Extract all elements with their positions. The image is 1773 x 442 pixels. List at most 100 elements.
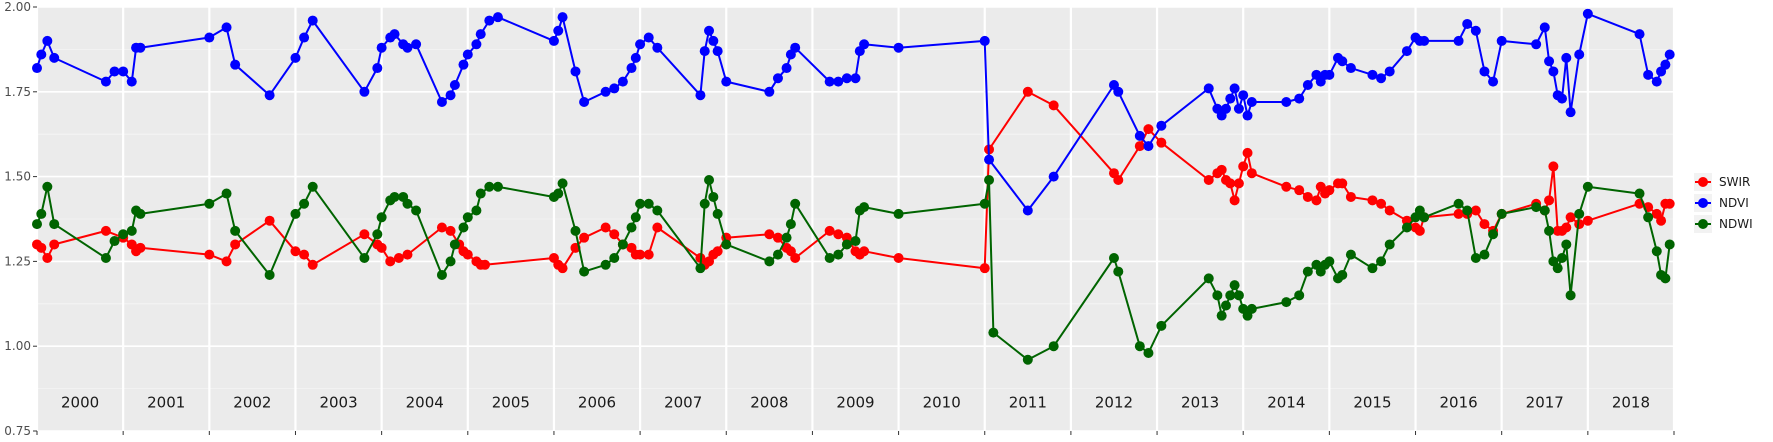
data-point-ndwi — [1156, 320, 1167, 331]
series-ndwi — [32, 174, 1675, 365]
data-point-ndvi — [553, 25, 564, 36]
data-point-swir — [1565, 212, 1576, 223]
data-point-swir — [1233, 178, 1244, 189]
data-point-swir — [462, 249, 473, 260]
data-point-swir — [480, 259, 491, 270]
data-point-ndvi — [484, 15, 495, 26]
data-point-ndvi — [1643, 69, 1654, 80]
data-point-ndwi — [436, 269, 447, 280]
data-point-swir — [1216, 164, 1227, 175]
data-point-ndwi — [1302, 266, 1313, 277]
data-point-ndwi — [449, 239, 460, 250]
data-point-ndvi — [600, 86, 611, 97]
data-point-swir — [1156, 137, 1167, 148]
data-point-ndvi — [1634, 29, 1645, 40]
data-point-ndvi — [118, 66, 129, 77]
data-point-ndwi — [290, 208, 301, 219]
data-point-swir — [376, 242, 387, 253]
data-point-ndwi — [617, 239, 628, 250]
data-point-ndwi — [1134, 341, 1145, 352]
data-point-swir — [1203, 174, 1214, 185]
data-point-swir — [1246, 168, 1257, 179]
data-point-ndvi — [1294, 93, 1305, 104]
data-point-swir — [100, 225, 111, 236]
data-point-swir — [1345, 191, 1356, 202]
data-point-swir — [643, 249, 654, 260]
data-point-ndvi — [635, 39, 646, 50]
data-point-swir — [1479, 219, 1490, 230]
data-point-ndvi — [1246, 96, 1257, 107]
data-point-swir — [230, 239, 241, 250]
data-point-ndwi — [1229, 280, 1240, 291]
year-labels: 2000 2001 2002 2003 2004 2005 2006 2007 2008 2009… — [61, 393, 1650, 411]
data-point-ndvi — [893, 42, 904, 53]
data-point-ndvi — [109, 66, 120, 77]
data-point-ndwi — [833, 249, 844, 260]
data-point-ndwi — [100, 253, 111, 264]
year-label: 2013 — [1181, 393, 1219, 411]
data-point-swir — [1324, 185, 1335, 196]
data-point-swir — [790, 253, 801, 264]
data-point-ndwi — [492, 181, 503, 192]
data-point-swir — [1022, 86, 1033, 97]
data-point-swir — [1242, 147, 1253, 158]
data-point-ndwi — [988, 327, 999, 338]
data-point-ndwi — [1203, 273, 1214, 284]
data-point-ndwi — [36, 208, 47, 219]
data-point-swir — [290, 246, 301, 257]
data-point-ndvi — [290, 52, 301, 63]
data-point-ndvi — [1401, 46, 1412, 57]
y-tick-label: 1.00 — [4, 339, 31, 353]
data-point-ndvi — [135, 42, 146, 53]
data-point-ndvi — [1453, 35, 1464, 46]
data-point-ndwi — [475, 188, 486, 199]
year-label: 2001 — [147, 393, 185, 411]
data-point-ndwi — [1664, 239, 1675, 250]
data-point-ndwi — [1651, 246, 1662, 257]
data-point-ndvi — [1488, 76, 1499, 87]
data-point-ndvi — [100, 76, 111, 87]
data-point-ndwi — [1281, 297, 1292, 308]
data-point-ndvi — [1565, 107, 1576, 118]
data-point-ndvi — [764, 86, 775, 97]
legend-label: NDVI — [1719, 196, 1749, 210]
data-point-ndvi — [1367, 69, 1378, 80]
year-label: 2006 — [578, 393, 616, 411]
data-point-ndvi — [859, 39, 870, 50]
data-point-ndwi — [1376, 256, 1387, 267]
data-point-ndwi — [643, 198, 654, 209]
data-point-ndvi — [42, 35, 53, 46]
year-label: 2005 — [492, 393, 530, 411]
data-point-ndwi — [307, 181, 318, 192]
data-point-ndvi — [411, 39, 422, 50]
data-point-swir — [359, 229, 370, 240]
data-point-ndwi — [230, 225, 241, 236]
year-label: 2002 — [233, 393, 271, 411]
data-point-swir — [1337, 178, 1348, 189]
data-point-ndwi — [1225, 290, 1236, 301]
data-point-ndwi — [600, 259, 611, 270]
data-point-ndwi — [471, 205, 482, 216]
data-point-ndwi — [1565, 290, 1576, 301]
data-point-ndwi — [1643, 212, 1654, 223]
data-point-swir — [1376, 198, 1387, 209]
data-point-ndvi — [126, 76, 137, 87]
year-label: 2003 — [319, 393, 357, 411]
data-point-ndvi — [462, 49, 473, 60]
x-axis — [36, 431, 1675, 435]
data-point-ndwi — [1294, 290, 1305, 301]
data-point-ndwi — [1143, 347, 1154, 358]
year-label: 2000 — [61, 393, 99, 411]
year-label: 2009 — [836, 393, 874, 411]
data-point-ndvi — [1462, 18, 1473, 29]
data-point-ndvi — [699, 46, 710, 57]
data-point-swir — [893, 253, 904, 264]
data-point-swir — [1414, 225, 1425, 236]
data-point-ndvi — [1225, 93, 1236, 104]
data-point-ndvi — [1582, 8, 1593, 19]
data-point-swir — [1281, 181, 1292, 192]
data-point-ndvi — [712, 46, 723, 57]
data-point-ndvi — [721, 76, 732, 87]
data-point-ndwi — [1337, 269, 1348, 280]
data-point-ndvi — [1113, 86, 1124, 97]
